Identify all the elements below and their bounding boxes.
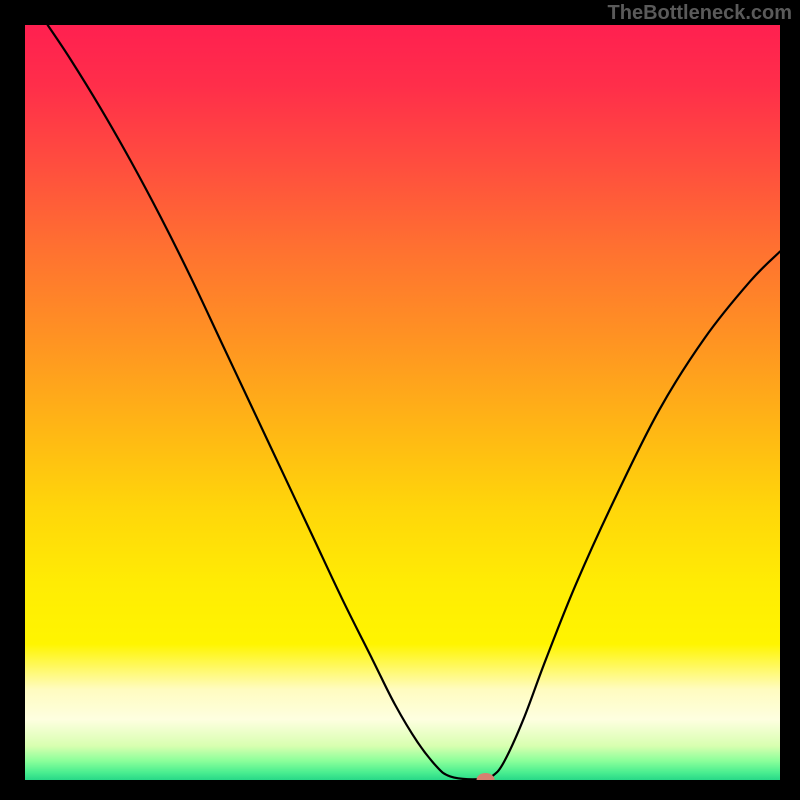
gradient-background	[25, 25, 780, 780]
bottleneck-chart	[25, 25, 780, 780]
chart-svg	[25, 25, 780, 780]
watermark-text: TheBottleneck.com	[608, 2, 792, 25]
